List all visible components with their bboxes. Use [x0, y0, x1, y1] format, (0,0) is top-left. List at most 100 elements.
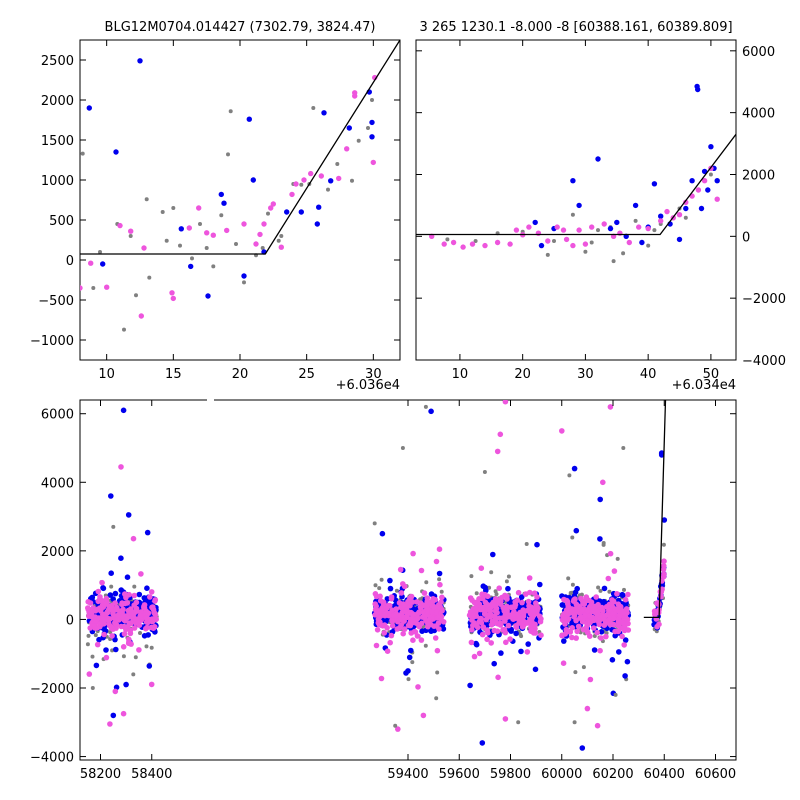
data-point-gray [708, 172, 713, 177]
data-point-magenta [420, 712, 427, 719]
data-point-magenta [253, 241, 259, 247]
data-point-magenta [587, 633, 593, 639]
data-point-magenta [488, 622, 495, 628]
data-point-blue [571, 465, 578, 472]
data-point-gray [373, 583, 378, 588]
data-point-magenta [625, 591, 631, 598]
data-point-magenta [572, 596, 578, 602]
data-point-magenta [125, 640, 132, 647]
data-point-gray [473, 239, 478, 243]
data-point-blue [218, 191, 224, 198]
data-point-gray [570, 212, 575, 217]
data-point-gray [516, 720, 521, 725]
data-point-magenta [441, 241, 447, 247]
data-point-magenta [502, 716, 509, 722]
data-point-magenta [152, 598, 158, 604]
data-point-magenta [412, 629, 419, 635]
data-point-magenta [429, 608, 436, 615]
data-point-blue [188, 263, 194, 270]
data-point-gray [683, 215, 688, 220]
data-point-magenta [614, 591, 620, 597]
fit-line [643, 400, 667, 619]
data-point-magenta [507, 636, 513, 642]
data-point-magenta [595, 609, 601, 615]
data-point-magenta [532, 630, 539, 636]
data-point-magenta [144, 624, 150, 631]
data-point-magenta [487, 611, 494, 618]
data-point-magenta [103, 654, 110, 661]
data-point-magenta [576, 227, 582, 233]
data-point-magenta [611, 568, 618, 574]
data-point-magenta [278, 244, 284, 250]
y-tick-label: 6000 [742, 45, 775, 60]
data-point-magenta [399, 610, 405, 616]
data-point-magenta [494, 239, 501, 246]
data-point-magenta [119, 601, 125, 608]
data-point-blue [419, 628, 425, 634]
data-point-magenta [560, 227, 567, 233]
data-point-magenta [523, 620, 529, 626]
data-point-magenta [396, 600, 403, 606]
data-point-magenta [591, 603, 598, 610]
data-point-magenta [421, 590, 428, 596]
data-point-magenta [112, 600, 118, 606]
data-point-magenta [137, 612, 144, 619]
data-point-blue [622, 673, 628, 679]
data-point-gray [134, 293, 138, 298]
data-point-blue [612, 632, 618, 639]
y-tick-label: 1500 [41, 134, 74, 149]
x-tick-label: 59600 [439, 767, 480, 782]
data-point-gray [379, 577, 384, 582]
data-point-magenta [562, 621, 568, 627]
data-point-gray [178, 243, 182, 248]
data-point-magenta [100, 616, 107, 622]
data-point-blue [178, 226, 184, 232]
y-tick-label: 6000 [41, 408, 74, 423]
data-point-magenta [589, 617, 595, 624]
data-point-blue [100, 261, 106, 267]
data-point-magenta [101, 631, 107, 638]
axes-bottom: 58200 58400 59400 59600 59800 60000 60200 60400… [30, 400, 736, 782]
data-point-magenta [496, 585, 503, 591]
data-point-magenta [589, 224, 595, 230]
data-point-blue [570, 178, 576, 184]
data-point-gray [160, 210, 165, 214]
data-point-blue [369, 134, 375, 140]
data-point-gray [482, 470, 487, 474]
data-point-gray [445, 237, 450, 242]
data-point-magenta [563, 236, 570, 243]
data-point-blue [538, 242, 545, 249]
data-point-magenta [352, 90, 358, 96]
data-point-magenta [118, 623, 125, 630]
data-point-magenta [478, 565, 485, 571]
data-point-blue [205, 293, 211, 299]
data-point-gray [434, 696, 439, 701]
data-point-magenta [676, 212, 683, 218]
data-point-blue [387, 577, 393, 584]
data-point-magenta [645, 225, 651, 232]
data-point-magenta [579, 606, 586, 613]
data-point-magenta [387, 639, 394, 646]
x-tick-label: 50 [703, 367, 720, 382]
data-point-magenta [141, 245, 147, 251]
data-point-magenta [598, 635, 604, 641]
data-point-magenta [119, 609, 125, 615]
data-point-magenta [502, 606, 509, 612]
data-point-gray [144, 644, 149, 649]
data-point-gray [572, 720, 577, 725]
data-point-magenta [530, 609, 537, 615]
data-point-magenta [148, 681, 155, 688]
data-point-gray [171, 206, 176, 210]
data-point-magenta [503, 611, 509, 617]
data-point-magenta [382, 612, 388, 619]
data-point-magenta [532, 621, 538, 628]
x-tick-label: 15 [165, 367, 182, 382]
data-point-gray [335, 162, 340, 166]
data-point-gray [366, 126, 370, 130]
data-point-blue [86, 105, 93, 111]
axes-top-left: 10 15 20 25 30 −1000 −500 0 500 1000 1500 2000 2500 [30, 40, 400, 382]
clipped-marks [85, 400, 668, 751]
data-point-magenta [432, 635, 439, 641]
data-point-magenta [534, 604, 540, 610]
data-point-blue [616, 649, 622, 655]
